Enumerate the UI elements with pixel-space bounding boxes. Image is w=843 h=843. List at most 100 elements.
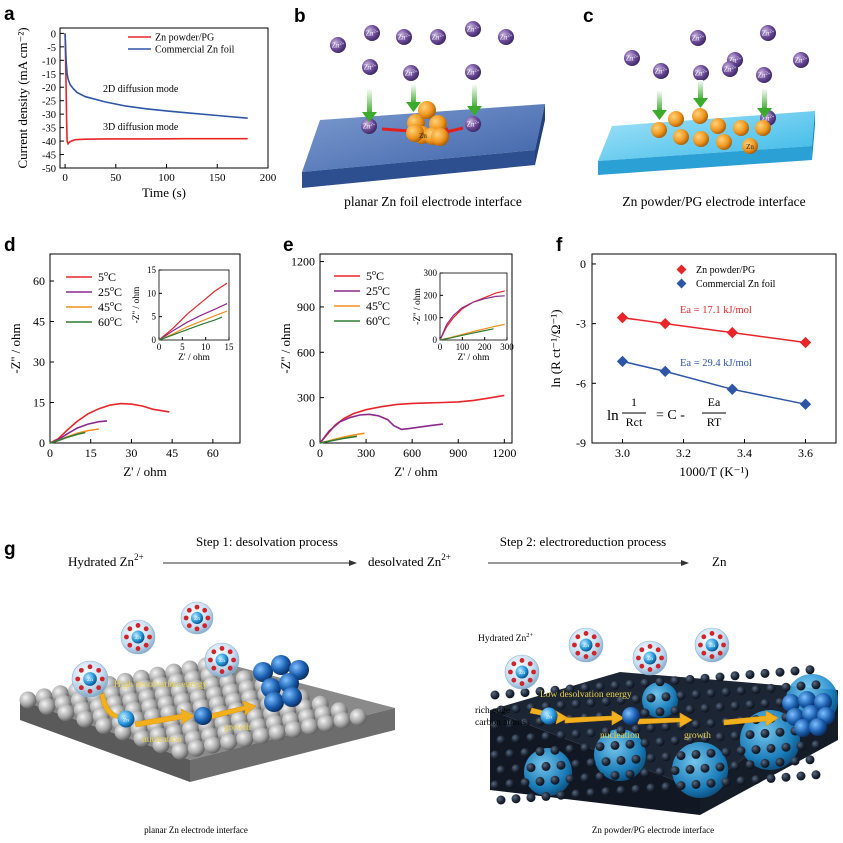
zn-substrate-atom — [220, 733, 238, 751]
caption-c: Zn powder/PG electrode interface — [622, 194, 805, 209]
chart-f: 3.0 3.2 3.4 3.6 0 -3 -6 -9 Zn powder/PG Ea = 17.1… — [548, 253, 837, 479]
carbon-atom — [700, 733, 710, 743]
water-molecule — [701, 650, 707, 656]
carbon-atom — [580, 683, 590, 693]
zn-substrate-atom — [284, 721, 302, 738]
water-molecule — [508, 669, 513, 675]
water-molecule — [211, 665, 217, 671]
chart-f-legend-label: Zn powder/PG — [696, 265, 755, 276]
zn-ions-b: Zn2+ Zn2+ Zn2+ Zn2+ Zn2+ Zn2+ Zn2+ Zn2+ Zn2+ Zn2+… — [330, 21, 514, 134]
zn-substrate-atom — [38, 697, 56, 715]
chart-a-ytick-label: -25 — [42, 97, 56, 108]
carbon-atom — [520, 688, 530, 698]
carbon-atom — [691, 779, 701, 789]
chart-f-ytick-label: -6 — [576, 376, 586, 390]
chart-a-ytick-label: -50 — [42, 164, 56, 175]
zn-substrate-atom — [268, 724, 286, 742]
water-molecule — [595, 642, 600, 648]
zn-nucleus — [194, 707, 212, 725]
carbon-atom — [796, 771, 806, 781]
water-molecule — [639, 647, 645, 653]
water-molecule — [717, 634, 723, 640]
carbon-atom — [511, 704, 521, 714]
caption-b: planar Zn foil electrode interface — [344, 194, 522, 209]
carbon-atom — [715, 672, 725, 682]
water-molecule — [591, 650, 597, 656]
chart-a-legend-label: Zn powder/PG — [155, 33, 214, 44]
water-molecule — [227, 665, 233, 671]
zn-nucleus — [622, 707, 640, 725]
zn-ion — [690, 30, 706, 46]
zn-ion-label: Zn2+ — [795, 56, 808, 65]
zn-substrate-atom — [187, 739, 205, 757]
chartE-xlabel: Z' / ohm — [394, 464, 438, 479]
hydrated-core-label: Zn — [87, 677, 93, 683]
water-molecule — [575, 650, 581, 656]
eq-mid: = C - — [656, 408, 685, 423]
water-molecule — [583, 654, 589, 659]
zn-substrate-atom — [133, 729, 151, 747]
carbon-atom — [745, 730, 755, 740]
carbon-atom — [580, 773, 590, 783]
water-molecule — [143, 626, 149, 632]
chartE-inset-xtick-label: 300 — [500, 342, 514, 352]
carbon-atom — [496, 735, 506, 745]
carbon-atom — [700, 703, 710, 713]
chartE-inset-xtick-label: 200 — [478, 342, 492, 352]
chart-f-point — [799, 336, 812, 349]
water-molecule — [202, 623, 208, 629]
scheme-step1: Step 1: desolvation process — [196, 534, 338, 549]
pg-slab-front — [598, 146, 812, 175]
carbon-atom — [586, 788, 596, 798]
scheme-mid: desolvated Zn2+ — [368, 552, 451, 569]
carbon-atom — [781, 772, 791, 782]
chartD-ytick-label: 0 — [39, 436, 45, 450]
chartE-inset-ytick-label: 300 — [424, 268, 438, 278]
carbon-atom — [736, 776, 746, 786]
eq-num: 1 — [631, 395, 637, 409]
carbon-atom — [595, 772, 605, 782]
desolvated-zn-ion — [540, 707, 558, 725]
carbon-atom — [676, 781, 686, 791]
carbon-atom — [670, 766, 680, 776]
water-molecule — [227, 649, 233, 655]
carbon-atom — [661, 782, 671, 792]
water-molecule — [709, 654, 715, 659]
chart-f-point — [616, 355, 629, 368]
carbon-atom — [640, 708, 650, 718]
carbon-atom — [685, 764, 695, 774]
zn-ion — [793, 52, 809, 68]
zn-ion — [693, 65, 709, 81]
chartD-inset-series-line — [158, 303, 228, 341]
carbon-atom — [616, 755, 626, 765]
zn-grown-cluster-atom — [282, 687, 302, 707]
hydrated-core-label: Zn — [135, 635, 141, 641]
water-molecule — [655, 663, 661, 669]
desolvated-zn-label: Zn — [123, 718, 129, 724]
zn-particle — [733, 120, 749, 136]
carbon-atom — [670, 676, 680, 686]
zn-substrate-atom — [76, 710, 94, 728]
water-molecule — [519, 658, 525, 663]
zn-cluster-b: Zn — [406, 101, 449, 146]
water-molecule — [194, 604, 200, 610]
chart-f-ea-label: Ea = 17.1 kJ/mol — [680, 305, 752, 316]
carbon-atom — [775, 727, 785, 737]
water-molecule — [572, 642, 577, 648]
zn-ion — [430, 29, 446, 45]
hydrated-core — [190, 611, 204, 625]
chartD-inset-ylabel: -Z'' / ohm — [132, 286, 142, 323]
chart-a-series-line — [64, 33, 248, 146]
pg-slab-side — [812, 111, 815, 160]
foil-slab-front — [302, 150, 535, 188]
water-molecule — [96, 685, 102, 691]
chartE-inset-xtick-label: 0 — [438, 342, 443, 352]
carbon-atom — [580, 743, 590, 753]
hydrated-core — [83, 672, 97, 686]
chart-f-xtick-label: 3.6 — [798, 446, 813, 460]
chartE-ytick-label: 1200 — [291, 255, 315, 269]
zn-grown-cluster-atom — [794, 719, 812, 737]
chartD-frame — [49, 253, 241, 444]
zn-ion — [498, 29, 514, 45]
water-molecule — [96, 667, 102, 673]
